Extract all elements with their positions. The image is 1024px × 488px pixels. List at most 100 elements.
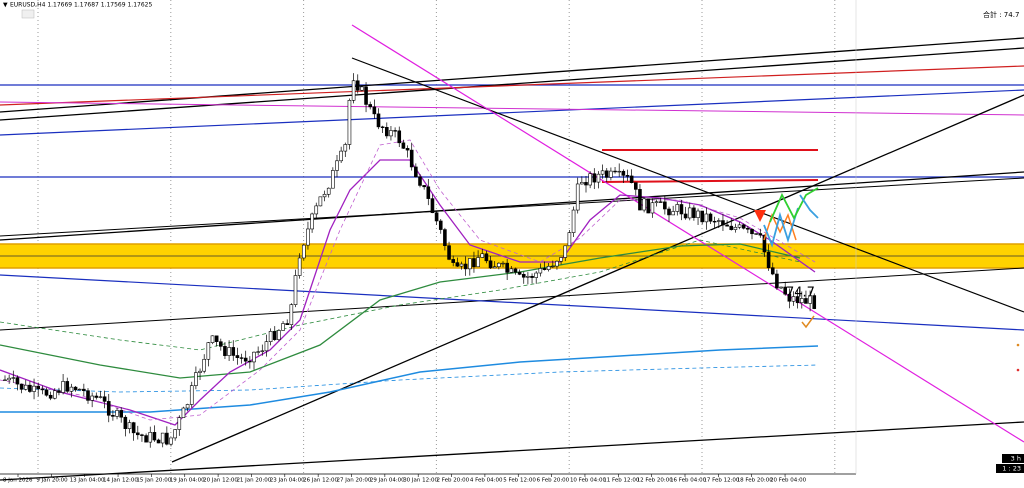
candle-body [339, 150, 343, 162]
x-tick-label: 30 Jan 12:00 [403, 478, 438, 484]
x-tick-label: 4 Feb 04:00 [470, 478, 503, 484]
candle-body [675, 204, 680, 212]
candle-body [347, 100, 352, 145]
trend-line [0, 177, 1024, 237]
candle-body [160, 432, 165, 444]
candle-body [762, 234, 767, 253]
candle-body [592, 173, 597, 183]
candle-body [405, 148, 410, 151]
timer-period: 3 h [1011, 455, 1021, 463]
candle-body [293, 275, 298, 305]
x-tick-label: 19 Jan 04:00 [170, 478, 205, 484]
candle-body [40, 388, 45, 391]
candle-body [426, 186, 431, 199]
candle-body [61, 381, 65, 393]
candle-body [609, 170, 613, 178]
candle-body [770, 267, 775, 275]
candle-body [472, 258, 476, 268]
pattern-mark [799, 194, 819, 219]
candle-body [297, 257, 302, 276]
candle-body [555, 260, 559, 267]
candle-body [206, 342, 211, 360]
candle-body [401, 142, 406, 149]
candle-body [683, 213, 688, 219]
candle-body [77, 388, 82, 391]
candle-body [231, 347, 236, 356]
candle-body [7, 377, 11, 381]
candle-body [712, 220, 717, 223]
candle-body [563, 245, 568, 258]
candle-body [376, 113, 381, 128]
candle-body [57, 390, 61, 393]
candle-body [272, 331, 277, 340]
candle-body [725, 224, 729, 227]
x-tick-label: 26 Jan 12:00 [303, 478, 338, 484]
candle-body [264, 341, 269, 352]
candle-body [459, 263, 464, 267]
pattern-mark [769, 187, 819, 223]
candle-body [704, 213, 709, 223]
candle-body [667, 208, 671, 216]
candle-body [306, 228, 310, 246]
candle-body [646, 198, 651, 214]
candle-body [177, 417, 182, 430]
candle-body [289, 304, 294, 325]
candle-body [546, 265, 551, 270]
candle-body [633, 182, 638, 190]
candle-body [73, 386, 78, 391]
candle-body [131, 422, 136, 434]
candle-body [248, 360, 252, 363]
candle-body [235, 355, 240, 358]
trend-line [351, 24, 1024, 443]
dot [1016, 343, 1020, 347]
candle-body [326, 187, 331, 195]
candle-body [787, 293, 792, 302]
trend-line [0, 89, 1024, 136]
candle-body [256, 351, 260, 353]
candle-body [165, 432, 169, 445]
candle-body [654, 201, 659, 204]
candle-body [331, 170, 335, 189]
candle-body [360, 86, 364, 91]
candle-body [550, 265, 555, 268]
candle-body [127, 422, 132, 429]
candle-body [588, 173, 592, 186]
h-segment [601, 179, 819, 183]
trend-line [0, 47, 1024, 121]
candle-body [584, 182, 588, 186]
candle-body [48, 394, 53, 399]
candle-body [144, 435, 148, 443]
candle-body [86, 390, 90, 401]
candle-body [214, 335, 219, 342]
candle-body [526, 275, 530, 278]
candle-body [480, 253, 485, 258]
candle-body [152, 432, 157, 441]
candle-body [538, 268, 543, 274]
toolbar-button[interactable] [21, 9, 35, 19]
candle-body [44, 389, 49, 396]
x-tick-label: 29 Jan 04:00 [370, 478, 405, 484]
candle-body [505, 262, 509, 273]
timer-box [1002, 454, 1024, 463]
candle-body [23, 384, 28, 390]
candle-body [69, 386, 74, 392]
x-tick-label: 14 Jan 12:00 [103, 478, 138, 484]
candle-body [492, 266, 497, 269]
candle-body [52, 390, 57, 399]
candle-body [638, 189, 642, 211]
candle-body [729, 225, 734, 230]
candle-body [716, 220, 721, 222]
dot [1016, 368, 1020, 372]
candle-body [322, 193, 327, 198]
candle-body [571, 209, 576, 233]
candle-body [181, 407, 186, 418]
x-tick-label: 2 Feb 20:00 [437, 478, 470, 484]
candle-body [90, 395, 94, 401]
candle-body [252, 351, 256, 363]
candle-body [285, 323, 290, 325]
candle-body [409, 149, 414, 168]
candle-body [422, 185, 426, 188]
candle-body [98, 396, 103, 398]
x-tick-label: 17 Feb 12:00 [703, 478, 740, 484]
